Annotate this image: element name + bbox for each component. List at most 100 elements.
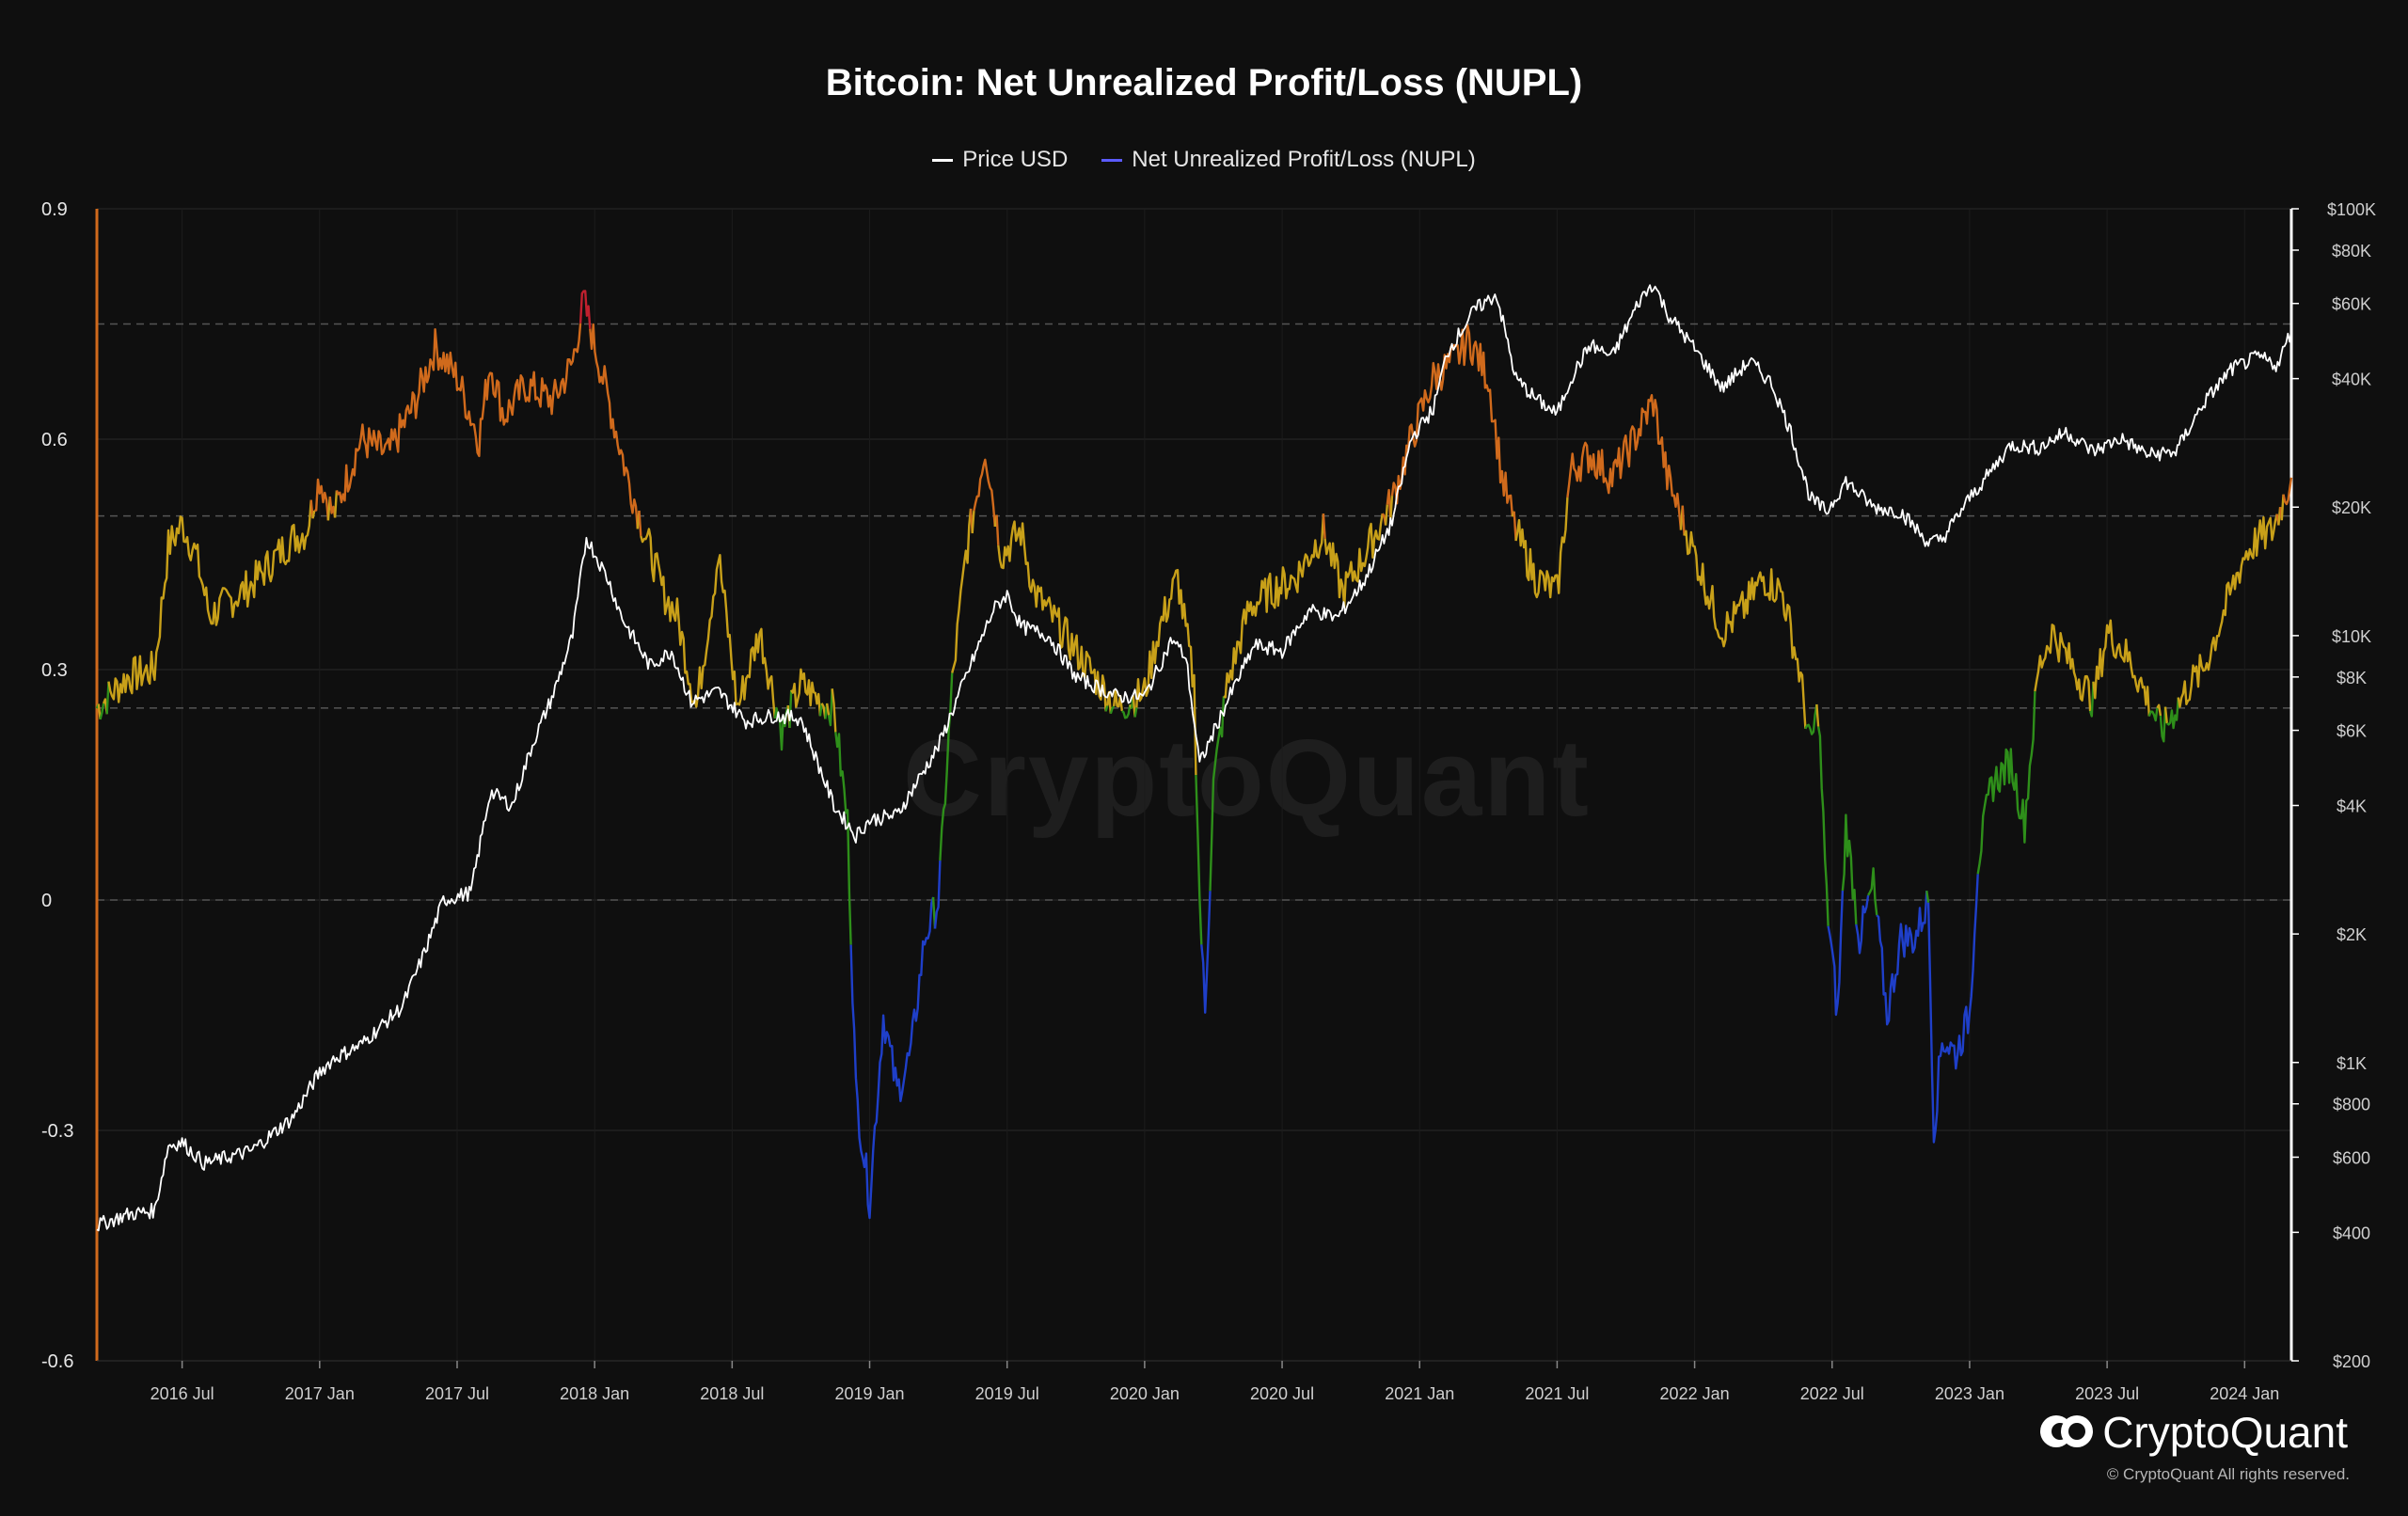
nupl-line-segment bbox=[313, 478, 330, 521]
nupl-line-segment bbox=[2177, 513, 2278, 708]
left-tick-label: 0.9 bbox=[41, 199, 68, 220]
x-tick-label: 2023 Jan bbox=[1935, 1384, 2004, 1403]
nupl-line-segment bbox=[1876, 891, 1928, 1026]
nupl-line-segment bbox=[1195, 774, 1203, 945]
nupl-line-segment bbox=[333, 490, 339, 518]
nupl-line-segment bbox=[951, 508, 973, 673]
right-tick-label: $2K bbox=[2337, 925, 2367, 944]
nupl-line-segment bbox=[790, 668, 822, 717]
nupl-line-segment bbox=[2034, 624, 2092, 712]
nupl-line-segment bbox=[2147, 707, 2159, 722]
right-tick-label: $40K bbox=[2332, 371, 2371, 389]
price-line bbox=[96, 284, 2292, 1232]
nupl-line-segment bbox=[99, 703, 105, 720]
grid-layer bbox=[97, 208, 2291, 1362]
legend-label-price: Price USD bbox=[962, 147, 1069, 172]
nupl-line-segment bbox=[638, 510, 642, 536]
nupl-line-segment bbox=[995, 514, 1000, 545]
nupl-line-segment bbox=[1135, 568, 1197, 776]
nupl-line-segment bbox=[1804, 703, 1818, 735]
x-tick-label: 2022 Jul bbox=[1800, 1384, 1864, 1403]
x-tick-label: 2021 Jan bbox=[1385, 1384, 1454, 1403]
legend-item-nupl[interactable]: Net Unrealized Profit/Loss (NUPL) bbox=[1101, 147, 1476, 173]
nupl-line-segment bbox=[971, 511, 975, 534]
axis-labels: 0.9 0.6 0.3 0 -0.3 -0.6 $100K $80K $60K $40K $20K $… bbox=[41, 199, 2376, 1403]
nupl-line-segment bbox=[773, 704, 789, 751]
nupl-line-segment bbox=[328, 496, 337, 518]
nupl-line-segment bbox=[1200, 891, 1212, 1014]
nupl-line-segment bbox=[578, 290, 592, 329]
nupl-line-segment bbox=[997, 520, 1107, 712]
nupl-line-segment bbox=[2088, 681, 2095, 718]
x-tick-label: 2020 Jan bbox=[1110, 1384, 1180, 1403]
right-tick-label: $6K bbox=[2337, 722, 2367, 741]
right-tick-label: $200 bbox=[2333, 1352, 2370, 1371]
nupl-line-segment bbox=[335, 323, 582, 504]
right-tick-label: $1K bbox=[2337, 1054, 2367, 1073]
nupl-line-segment bbox=[973, 458, 996, 527]
nupl-line-segment bbox=[2282, 477, 2293, 506]
nupl-line-segment bbox=[826, 703, 831, 716]
nupl-line-segment bbox=[1815, 703, 1820, 727]
nupl-line-segment bbox=[1566, 394, 1683, 530]
x-tick-label: 2017 Jan bbox=[285, 1384, 355, 1403]
x-tick-label: 2018 Jan bbox=[560, 1384, 629, 1403]
nupl-line-segment bbox=[2156, 703, 2162, 717]
x-tick-label: 2021 Jul bbox=[1525, 1384, 1589, 1403]
nupl-line-segment bbox=[939, 672, 954, 861]
nupl-line-segment bbox=[1514, 497, 1569, 599]
nupl-line-segment bbox=[1384, 504, 1388, 526]
nupl-line-segment bbox=[1855, 894, 1870, 955]
right-tick-label: $8K bbox=[2337, 669, 2367, 687]
nupl-line-segment bbox=[1386, 488, 1392, 520]
legend-swatch-nupl bbox=[1101, 158, 1123, 162]
x-tick-label: 2023 Jul bbox=[2075, 1384, 2139, 1403]
x-tick-label: 2018 Jul bbox=[700, 1384, 764, 1403]
nupl-line-segment bbox=[1389, 496, 1394, 520]
nupl-line-segment bbox=[1681, 505, 1686, 536]
x-tick-label: 2019 Jan bbox=[834, 1384, 904, 1403]
nupl-line-segment bbox=[1926, 874, 1979, 1144]
nupl-line-segment bbox=[1133, 707, 1138, 718]
left-tick-label: 0.6 bbox=[41, 430, 68, 450]
nupl-line-segment bbox=[788, 689, 793, 728]
nupl-line-segment bbox=[2166, 697, 2179, 730]
nupl-line-segment bbox=[834, 732, 852, 945]
nupl-line-segment bbox=[827, 688, 833, 727]
axes-layer bbox=[95, 208, 2299, 1368]
watermark: CryptoQuant bbox=[903, 717, 1591, 839]
nupl-line-segment bbox=[1390, 324, 1514, 517]
right-tick-label: $600 bbox=[2333, 1148, 2370, 1167]
right-tick-label: $80K bbox=[2332, 242, 2371, 261]
brand-logo: CryptoQuant bbox=[2040, 1407, 2348, 1458]
nupl-line-segment bbox=[2159, 706, 2167, 743]
left-tick-label: 0 bbox=[41, 891, 52, 911]
price-series bbox=[96, 284, 2292, 1232]
right-tick-label: $800 bbox=[2333, 1096, 2370, 1114]
nupl-line-segment bbox=[107, 499, 312, 703]
legend-label-nupl: Net Unrealized Profit/Loss (NUPL) bbox=[1132, 147, 1476, 172]
right-tick-label: $10K bbox=[2332, 627, 2371, 646]
nupl-line-segment bbox=[1513, 511, 1517, 542]
chart-legend: Price USD Net Unrealized Profit/Loss (NU… bbox=[0, 147, 2408, 173]
nupl-series bbox=[95, 290, 2293, 1220]
nupl-line-segment bbox=[589, 323, 639, 529]
nupl-line-segment bbox=[2092, 619, 2150, 717]
nupl-line-segment bbox=[1104, 705, 1109, 712]
cryptoquant-logo-icon bbox=[2040, 1413, 2094, 1451]
nupl-line-segment bbox=[1109, 705, 1116, 715]
nupl-line-segment bbox=[1827, 890, 1845, 1017]
x-tick-label: 2019 Jul bbox=[975, 1384, 1039, 1403]
nupl-line-segment bbox=[818, 703, 823, 717]
left-tick-label: -0.6 bbox=[41, 1351, 73, 1372]
nupl-line-segment bbox=[1121, 704, 1132, 719]
right-tick-label: $100K bbox=[2327, 200, 2376, 219]
nupl-line-segment bbox=[1816, 726, 1830, 926]
left-tick-label: -0.3 bbox=[41, 1121, 73, 1142]
x-tick-label: 2017 Jul bbox=[425, 1384, 489, 1403]
legend-item-price[interactable]: Price USD bbox=[932, 147, 1068, 173]
nupl-line-segment bbox=[640, 528, 776, 719]
nupl-line-segment bbox=[1925, 891, 1930, 903]
nupl-line-segment bbox=[1867, 867, 1878, 916]
